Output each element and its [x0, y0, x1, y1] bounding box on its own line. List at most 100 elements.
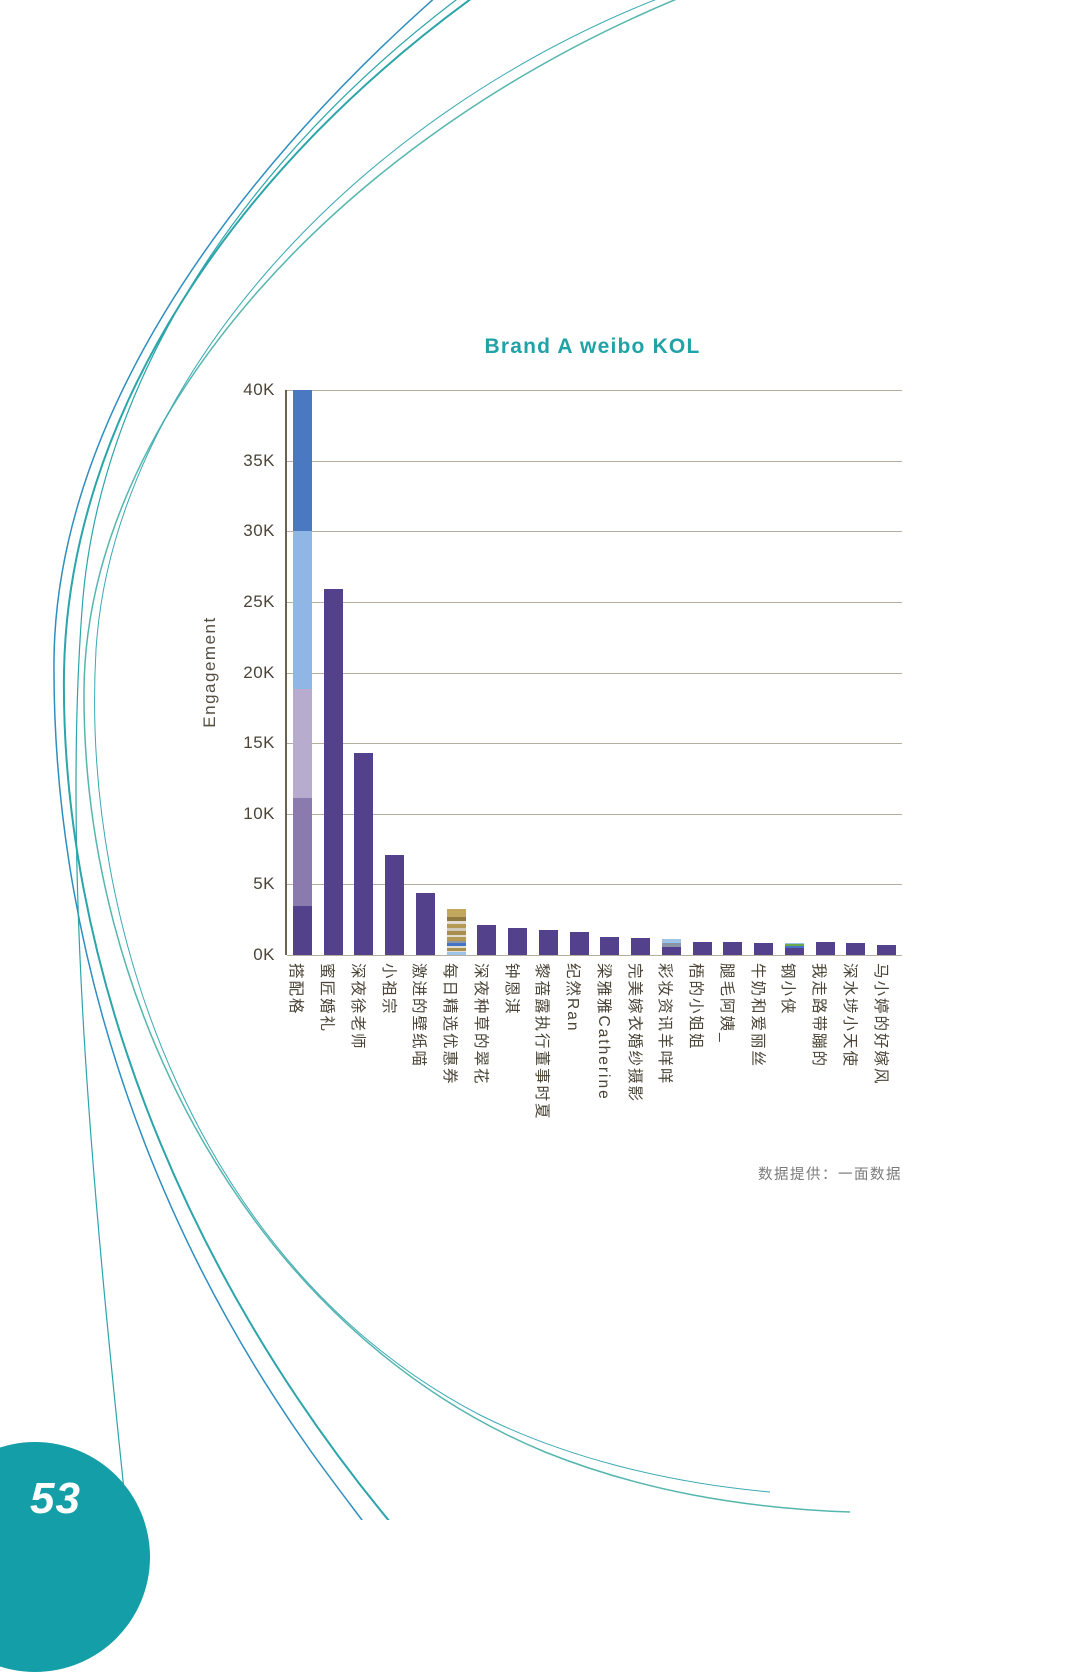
bar-segment — [446, 931, 466, 935]
bar-segment — [661, 939, 681, 943]
x-tick-label: 梧的小姐姐 — [687, 963, 705, 1051]
gridline — [287, 601, 902, 603]
bar-segment — [292, 390, 312, 532]
bar — [508, 928, 528, 955]
bar — [846, 943, 866, 955]
bar-segment — [877, 945, 897, 955]
gridline — [287, 460, 902, 462]
y-tick-label: 40K — [243, 380, 275, 399]
bar-segment — [661, 943, 681, 947]
x-tick-label: 深夜徐老师 — [348, 963, 366, 1051]
bar — [754, 943, 774, 955]
bar — [784, 943, 804, 955]
bar-segment — [784, 944, 804, 947]
x-tick-label: 深水埗小天使 — [840, 963, 858, 1069]
bar — [661, 939, 681, 955]
x-tick-label: 每日精选优惠券 — [441, 963, 459, 1086]
bar-segment — [661, 946, 681, 955]
bar-segment — [754, 943, 774, 955]
bar — [446, 908, 466, 955]
bar-segment — [446, 928, 466, 932]
y-tick-label: 25K — [243, 591, 275, 611]
bar — [415, 892, 435, 955]
x-tick-label: 搭配格 — [287, 963, 305, 1016]
bar-segment — [692, 941, 712, 955]
bar — [877, 945, 897, 955]
gridline — [287, 813, 902, 815]
gridline — [287, 672, 902, 674]
x-tick-label: 蜜匠婚礼 — [318, 963, 336, 1034]
page-number-badge: 53 — [0, 1442, 150, 1672]
bar-segment — [446, 934, 466, 938]
bar-segment — [631, 938, 651, 955]
x-tick-label: 激进的壁纸喵 — [410, 963, 428, 1069]
x-labels: 搭配格 蜜匠婚礼 深夜徐老师 小祖宗 激进的壁纸喵 每日精选优惠券 深夜种草的翠花 钟恩淇 黎蓓… — [200, 963, 920, 1173]
bar — [323, 589, 343, 955]
bar — [815, 941, 835, 955]
bar — [477, 925, 497, 955]
bar-segment — [446, 950, 466, 953]
bar — [723, 942, 743, 955]
x-tick-label: 马小婷的好嫁风 — [871, 963, 889, 1086]
bar-segment — [784, 943, 804, 945]
bar-segment — [446, 908, 466, 917]
chart-title: Brand A weibo KOL — [484, 335, 701, 358]
bar — [538, 929, 558, 955]
x-tick-label: 纪然Ran — [564, 963, 582, 1033]
x-tick-label: 钟恩淇 — [502, 963, 520, 1016]
bar-segment — [538, 929, 558, 955]
bar-segment — [292, 689, 312, 799]
x-tick-label: 梁雅雅Catherine — [594, 963, 612, 1101]
x-tick-label: 腿毛阿姨_ — [717, 963, 735, 1044]
bar-segment — [723, 942, 743, 955]
bar-segment — [569, 932, 589, 955]
bar-segment — [815, 941, 835, 955]
bar-segment — [292, 531, 312, 690]
gridline — [287, 743, 902, 745]
y-axis-label: Engagement — [200, 616, 219, 728]
bar — [600, 936, 620, 955]
bar-segment — [446, 945, 466, 948]
page-number: 53 — [30, 1474, 81, 1523]
x-tick-label: 钢小侠 — [779, 963, 797, 1016]
report-page: Brand A weibo KOL Engagement 0K 5K 10K 15K 2… — [0, 0, 920, 1672]
x-tick-label: 我走路带蹦的 — [810, 963, 828, 1069]
bar-segment — [292, 798, 312, 906]
y-tick-label: 20K — [243, 662, 275, 682]
x-tick-label: 小祖宗 — [379, 963, 397, 1016]
x-tick-label: 完美嫁衣婚纱摄影 — [625, 963, 643, 1104]
y-tick-label: 35K — [243, 450, 275, 470]
x-tick-label: 牛奶和爱丽丝 — [748, 963, 766, 1069]
y-tick-label: 30K — [243, 521, 275, 541]
bar — [631, 938, 651, 955]
bar-segment — [446, 924, 466, 929]
bar — [385, 854, 405, 955]
plot-area: 0K 5K 10K 15K 20K 25K 30K 35K 40K — [243, 380, 902, 964]
bar-segment — [292, 905, 312, 955]
bar-segment — [446, 942, 466, 946]
x-tick-label: 深夜种草的翠花 — [471, 963, 489, 1086]
bar-segment — [846, 943, 866, 955]
bar-segment — [323, 589, 343, 955]
gridline — [287, 955, 902, 956]
bar-segment — [446, 952, 466, 955]
bar-segment — [784, 946, 804, 948]
bar-segment — [477, 925, 497, 955]
gridline — [287, 390, 902, 391]
bar-segment — [354, 753, 374, 955]
x-tick-label: 黎蓓露执行董事时夏 — [533, 963, 551, 1121]
kol-engagement-chart: Brand A weibo KOL Engagement 0K 5K 10K 15K 2… — [200, 325, 920, 1205]
bar — [692, 941, 712, 955]
bar-segment — [446, 940, 466, 943]
gridline — [287, 884, 902, 886]
bar — [292, 390, 312, 955]
y-tick-label: 10K — [243, 803, 275, 823]
y-tick-label: 15K — [243, 733, 275, 753]
bar — [569, 932, 589, 955]
bar-segment — [446, 937, 466, 941]
bar-segment — [446, 947, 466, 951]
bar-segment — [784, 947, 804, 955]
data-source-credit: 数据提供：一面数据 — [758, 1167, 902, 1183]
bar-segment — [415, 892, 435, 955]
y-tick-label: 5K — [253, 874, 275, 894]
